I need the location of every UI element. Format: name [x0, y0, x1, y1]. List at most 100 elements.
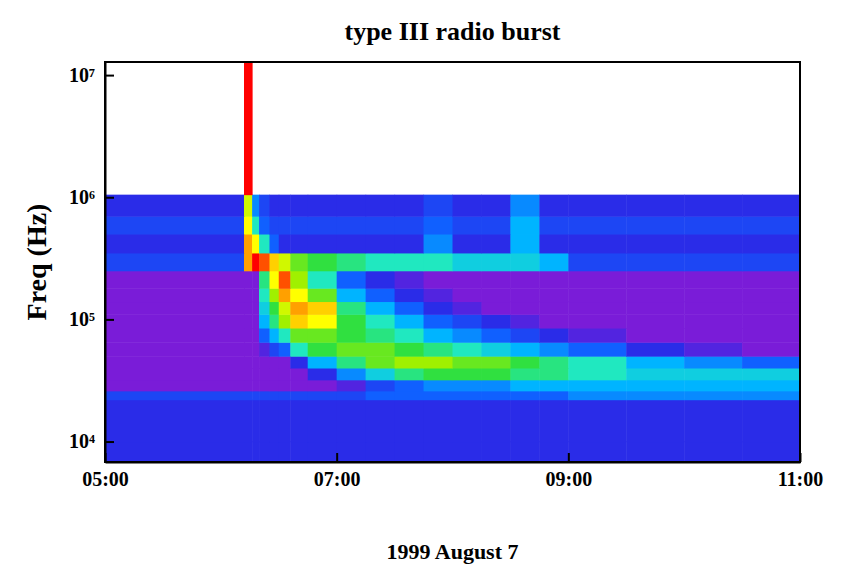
heatmap-cell [539, 391, 568, 400]
heatmap-cell [453, 253, 482, 271]
x-tick: 11:00 [778, 453, 824, 490]
heatmap-cell [252, 380, 259, 392]
heatmap-cell [424, 391, 453, 400]
heatmap-cell [539, 314, 568, 328]
heatmap-cell [626, 253, 684, 271]
heatmap-cell [290, 356, 308, 368]
heatmap-cell [742, 442, 800, 462]
heatmap-cell [481, 216, 510, 234]
heatmap-cell [453, 195, 482, 217]
heatmap-cell [568, 253, 626, 271]
heatmap-cell [252, 356, 259, 368]
heatmap-cell [424, 234, 453, 253]
heatmap-cell [481, 342, 510, 356]
heatmap-cell [424, 216, 453, 234]
heatmap-cell [252, 271, 259, 289]
heatmap-cell [684, 271, 742, 289]
heatmap-cell [539, 400, 568, 442]
y-tick-mark [105, 319, 114, 321]
heatmap-cell [539, 368, 568, 380]
heatmap-cell [259, 271, 270, 289]
heatmap-cell [539, 328, 568, 343]
heatmap-cell [684, 380, 742, 392]
heatmap-cell [290, 442, 308, 462]
heatmap-cell [626, 442, 684, 462]
heatmap-cell [510, 328, 539, 343]
heatmap-cell [259, 216, 270, 234]
heatmap-cell [684, 342, 742, 356]
x-tick-label: 09:00 [545, 468, 592, 490]
heatmap-cell [510, 271, 539, 289]
heatmap-cell [395, 195, 424, 217]
heatmap-cell [252, 216, 259, 234]
y-axis: 10⁴10⁵10⁶10⁷ [69, 63, 114, 463]
heatmap-cell [626, 302, 684, 315]
heatmap-cell [539, 380, 568, 392]
heatmap-cell [539, 442, 568, 462]
plot: 05:0007:0009:0011:0010⁴10⁵10⁶10⁷ [69, 62, 823, 490]
heatmap-cell [290, 234, 308, 253]
heatmap-cell [626, 234, 684, 253]
heatmap-cell [308, 400, 337, 442]
heatmap-cell [742, 234, 800, 253]
heatmap-cell [105, 288, 245, 302]
heatmap-cell [539, 253, 568, 271]
heatmap-cell [453, 342, 482, 356]
heatmap-cell [395, 356, 424, 368]
heatmap-cell [510, 302, 539, 315]
heatmap-cell [290, 195, 308, 217]
heatmap-cell [395, 216, 424, 234]
heatmap-cell [568, 368, 626, 380]
heatmap-cell [568, 380, 626, 392]
heatmap-cell [568, 302, 626, 315]
heatmap-cell [308, 356, 337, 368]
heatmap-cell [290, 314, 308, 328]
y-tick-label: 10⁴ [69, 430, 95, 452]
heatmap-cell [568, 400, 626, 442]
heatmap-cell [290, 328, 308, 343]
heatmap-cell [626, 288, 684, 302]
heatmap-cell [259, 253, 270, 271]
heatmap-cell [366, 216, 395, 234]
heatmap-cell [568, 288, 626, 302]
heatmap-cell [395, 302, 424, 315]
heatmap-cell [259, 314, 270, 328]
heatmap-cell [279, 380, 291, 392]
heatmap-cell [252, 368, 259, 380]
heatmap-cell [279, 234, 291, 253]
heatmap-cell [244, 380, 253, 392]
heatmap-cell [453, 302, 482, 315]
heatmap-cell [568, 342, 626, 356]
heatmap-cell [395, 400, 424, 442]
heatmap-cell [337, 234, 366, 253]
heatmap-cell [252, 400, 259, 442]
x-tick: 07:00 [314, 453, 361, 490]
heatmap-cell [290, 302, 308, 315]
heatmap-cell [244, 368, 253, 380]
heatmap-cell [279, 442, 291, 462]
heatmap-cell [510, 400, 539, 442]
heatmap-cell [259, 195, 270, 217]
heatmap-cell [626, 328, 684, 343]
x-tick-mark [800, 453, 802, 462]
heatmap-cell [366, 368, 395, 380]
heatmap-cell [568, 216, 626, 234]
heatmap-cell [337, 253, 366, 271]
heatmap-cell [539, 356, 568, 368]
heatmap-cell [395, 314, 424, 328]
heatmap-cell [366, 391, 395, 400]
heatmap-cell [626, 356, 684, 368]
heatmap-cell [259, 356, 270, 368]
heatmap-cell [337, 400, 366, 442]
heatmap-cell [395, 271, 424, 289]
heatmap-cell [453, 380, 482, 392]
heatmap-cell [453, 400, 482, 442]
chart: 05:0007:0009:0011:0010⁴10⁵10⁶10⁷type III… [0, 0, 848, 573]
heatmap-cell [395, 368, 424, 380]
heatmap-cell [395, 391, 424, 400]
heatmap-cell [337, 380, 366, 392]
heatmap-cell [424, 195, 453, 217]
heatmap-cell [424, 328, 453, 343]
heatmap-cell [244, 328, 253, 343]
heatmap-cell [308, 288, 337, 302]
